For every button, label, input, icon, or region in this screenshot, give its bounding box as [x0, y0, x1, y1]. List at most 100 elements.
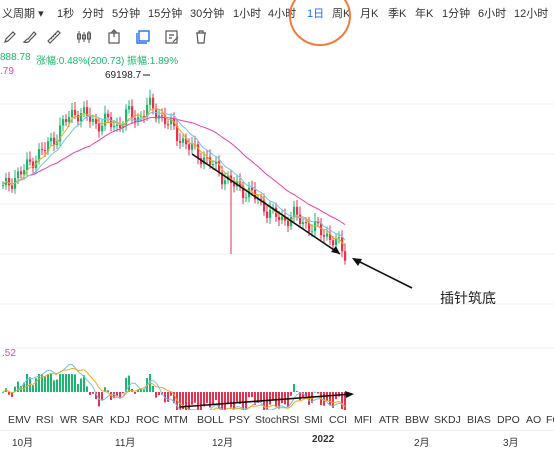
macd-bar: [14, 386, 16, 392]
candle: [107, 113, 110, 118]
candle: [296, 206, 299, 215]
annotation-arrowhead: [352, 258, 362, 266]
macd-bar: [11, 392, 13, 397]
tab-smi[interactable]: SMI: [304, 414, 323, 426]
candle: [179, 141, 182, 143]
candle: [239, 181, 242, 186]
macd-bar: [122, 392, 124, 394]
candle: [233, 183, 236, 187]
macd-bar: [170, 392, 172, 396]
candle: [326, 233, 329, 237]
tab-ao[interactable]: AO: [526, 414, 542, 426]
candle: [2, 185, 5, 187]
period-month[interactable]: 月K: [360, 8, 379, 20]
edit-icon[interactable]: [164, 29, 180, 45]
macd-bar: [251, 392, 253, 398]
macd-bar: [128, 375, 130, 392]
candle: [284, 216, 287, 221]
time-axis: 10月 11月 12月 2022 2月 3月: [0, 430, 554, 449]
peak-price-label: 69198.7: [105, 70, 142, 81]
tab-kdj[interactable]: KDJ: [110, 414, 130, 426]
candle: [110, 117, 113, 128]
tab-roc[interactable]: ROC: [136, 414, 160, 426]
macd-bar: [305, 392, 307, 398]
price-chart[interactable]: 69198.7 .52: [0, 64, 554, 410]
tab-mfi[interactable]: MFI: [354, 414, 373, 426]
candle: [218, 161, 221, 173]
tab-boll[interactable]: BOLL: [197, 414, 224, 426]
brush-icon[interactable]: [22, 29, 38, 45]
candles-icon[interactable]: [76, 29, 92, 45]
candle: [191, 143, 194, 150]
tab-rsi[interactable]: RSI: [36, 414, 54, 426]
tab-dpo[interactable]: DPO: [497, 414, 520, 426]
annotation-text: 插针筑底: [440, 291, 496, 307]
candle: [41, 149, 44, 151]
period-1s[interactable]: 1秒: [57, 8, 75, 20]
candle: [341, 237, 344, 252]
macd-bar: [107, 390, 109, 392]
period-timeshare[interactable]: 分时: [82, 8, 104, 20]
candle: [260, 198, 263, 200]
tab-stochrsi[interactable]: StochRSI: [255, 414, 300, 426]
tab-psy[interactable]: PSY: [229, 414, 251, 426]
macd-bar: [53, 380, 55, 392]
period-5m[interactable]: 5分钟: [112, 8, 141, 20]
period-1h[interactable]: 1小时: [233, 8, 262, 20]
macd-bar: [260, 392, 262, 402]
drawing-toolbar: [0, 26, 554, 50]
candle: [215, 161, 218, 165]
macd-bar: [155, 392, 157, 398]
period-6h[interactable]: 6小时: [478, 8, 507, 20]
ruler-icon[interactable]: [46, 29, 62, 45]
macd-bar: [143, 389, 145, 392]
tab-cci[interactable]: CCI: [329, 414, 348, 426]
ma-slow-line: [2, 116, 346, 226]
candle: [269, 209, 272, 218]
macd-bar: [182, 392, 184, 410]
macd-bar: [86, 386, 88, 392]
period-30m[interactable]: 30分钟: [190, 8, 225, 20]
macd-bar: [200, 392, 202, 410]
candle: [155, 108, 158, 119]
tab-emv[interactable]: EMV: [8, 414, 31, 426]
macd-bar: [95, 392, 97, 400]
pencil-icon[interactable]: [2, 29, 18, 45]
macd-bar: [176, 392, 178, 410]
candle: [182, 138, 185, 143]
period-12h[interactable]: 12小时: [514, 8, 549, 20]
period-year[interactable]: 年K: [415, 8, 434, 20]
macd-bar: [197, 392, 199, 410]
month-label: 2022: [312, 434, 335, 445]
macd-bar: [194, 392, 196, 403]
tab-bbw[interactable]: BBW: [405, 414, 429, 426]
month-label: 10月: [12, 438, 34, 449]
select-icon[interactable]: [135, 29, 151, 45]
tab-wr[interactable]: WR: [60, 414, 78, 426]
macd-bar: [65, 374, 67, 392]
tab-mtm[interactable]: MTM: [164, 414, 188, 426]
candle: [83, 107, 86, 114]
tab-bias[interactable]: BIAS: [467, 414, 491, 426]
tab-atr[interactable]: ATR: [379, 414, 400, 426]
candle: [26, 159, 29, 171]
period-custom[interactable]: 义周期 ▾: [2, 8, 44, 20]
macd-bar: [8, 392, 10, 395]
candle: [68, 116, 71, 122]
tab-fo[interactable]: FO: [546, 414, 554, 426]
tab-sar[interactable]: SAR: [82, 414, 104, 426]
candle: [47, 141, 50, 151]
candle: [23, 170, 26, 175]
macd-bar: [221, 392, 223, 410]
month-label: 12月: [212, 438, 234, 449]
period-quarter[interactable]: 季K: [388, 8, 407, 20]
period-1m[interactable]: 1分钟: [442, 8, 471, 20]
tab-skdj[interactable]: SKDJ: [434, 414, 461, 426]
candle: [113, 125, 116, 128]
macd-bar: [230, 392, 232, 408]
upload-icon[interactable]: [106, 29, 122, 45]
macd-bar: [41, 374, 43, 392]
candle: [140, 116, 143, 118]
trash-icon[interactable]: [193, 29, 209, 45]
period-15m[interactable]: 15分钟: [148, 8, 183, 20]
